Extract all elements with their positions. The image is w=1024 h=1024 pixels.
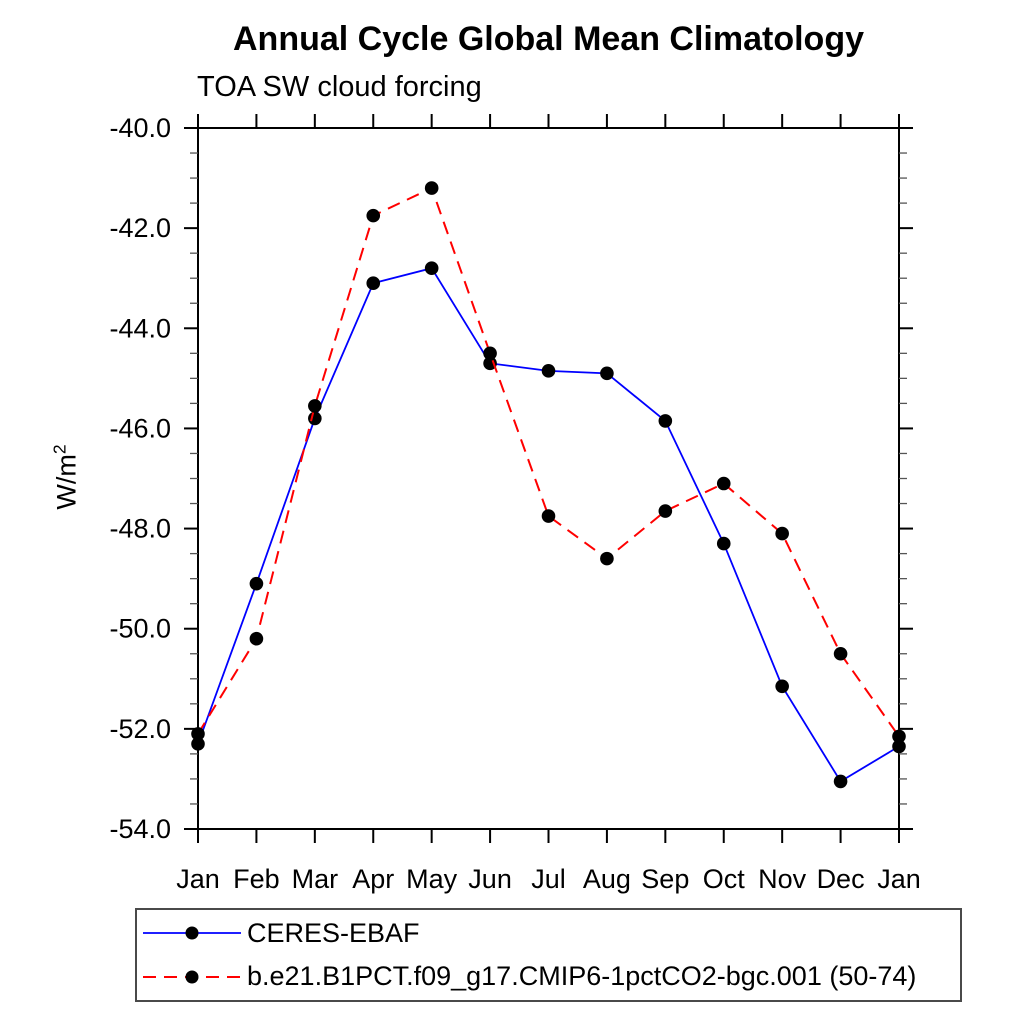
y-tick-label: -52.0 bbox=[109, 714, 171, 744]
y-tick-label: -48.0 bbox=[109, 514, 171, 544]
data-point-marker bbox=[716, 536, 731, 551]
y-tick-label: -50.0 bbox=[109, 614, 171, 644]
data-point-marker bbox=[600, 366, 614, 381]
data-point-marker bbox=[366, 208, 381, 223]
data-point-marker bbox=[483, 356, 497, 371]
data-point-marker bbox=[658, 504, 673, 518]
legend-row-0: CERES-EBAF bbox=[142, 913, 960, 953]
x-tick-label: Aug bbox=[583, 864, 631, 894]
legend-marker bbox=[185, 926, 199, 940]
data-point-marker bbox=[775, 526, 789, 541]
data-point-marker bbox=[658, 414, 673, 428]
plot-frame bbox=[197, 127, 900, 830]
data-point-marker bbox=[541, 509, 556, 523]
x-tick-label: Nov bbox=[758, 864, 807, 894]
legend-line-sample-1 bbox=[143, 970, 241, 984]
data-point-marker bbox=[716, 476, 731, 491]
x-tick-label: Sep bbox=[641, 864, 689, 894]
legend: CERES-EBAF b.e21.B1PCT.f09_g17.CMIP6-1pct… bbox=[135, 908, 962, 1002]
data-point-marker bbox=[892, 739, 906, 754]
series-line-1 bbox=[197, 186, 900, 737]
data-point-marker bbox=[833, 774, 848, 789]
x-tick-label: Dec bbox=[817, 864, 865, 894]
legend-marker bbox=[185, 970, 199, 984]
x-tick-label: May bbox=[406, 864, 458, 894]
data-point-marker bbox=[600, 551, 614, 566]
data-point-marker bbox=[366, 276, 381, 291]
data-point-marker bbox=[892, 729, 906, 744]
data-point-marker bbox=[483, 346, 497, 361]
data-point-marker bbox=[775, 679, 789, 694]
data-point-marker bbox=[424, 181, 439, 195]
y-tick-label: -44.0 bbox=[109, 313, 171, 343]
x-tick-label: Jan bbox=[877, 864, 921, 894]
data-point-marker bbox=[833, 646, 848, 661]
y-tick-label: -54.0 bbox=[109, 814, 171, 844]
x-tick-label: Jul bbox=[531, 864, 566, 894]
legend-label-1: b.e21.B1PCT.f09_g17.CMIP6-1pctCO2-bgc.00… bbox=[247, 961, 917, 992]
x-tick-label: Oct bbox=[703, 864, 746, 894]
y-tick-label: -40.0 bbox=[109, 113, 171, 143]
data-point-marker bbox=[191, 727, 205, 741]
chart-title: Annual Cycle Global Mean Climatology bbox=[233, 20, 864, 58]
data-point-marker bbox=[424, 261, 439, 276]
x-tick-label: Jan bbox=[176, 864, 220, 894]
x-tick-label: Jun bbox=[468, 864, 512, 894]
x-tick-label: Mar bbox=[292, 864, 339, 894]
y-tick-label: -42.0 bbox=[109, 213, 171, 243]
legend-label-0: CERES-EBAF bbox=[247, 917, 420, 948]
legend-row-1: b.e21.B1PCT.f09_g17.CMIP6-1pctCO2-bgc.00… bbox=[142, 957, 960, 997]
data-point-marker bbox=[541, 364, 556, 378]
legend-line-sample-0 bbox=[143, 926, 241, 940]
x-tick-label: Apr bbox=[352, 864, 394, 894]
y-tick-label: -46.0 bbox=[109, 413, 171, 443]
series-line-0 bbox=[197, 267, 900, 783]
data-point-marker bbox=[249, 631, 264, 646]
data-point-marker bbox=[191, 737, 205, 751]
data-point-marker bbox=[308, 411, 322, 426]
data-point-marker bbox=[249, 576, 264, 591]
data-point-marker bbox=[308, 399, 322, 413]
x-tick-label: Feb bbox=[233, 864, 280, 894]
chart-subtitle: TOA SW cloud forcing bbox=[197, 71, 482, 103]
